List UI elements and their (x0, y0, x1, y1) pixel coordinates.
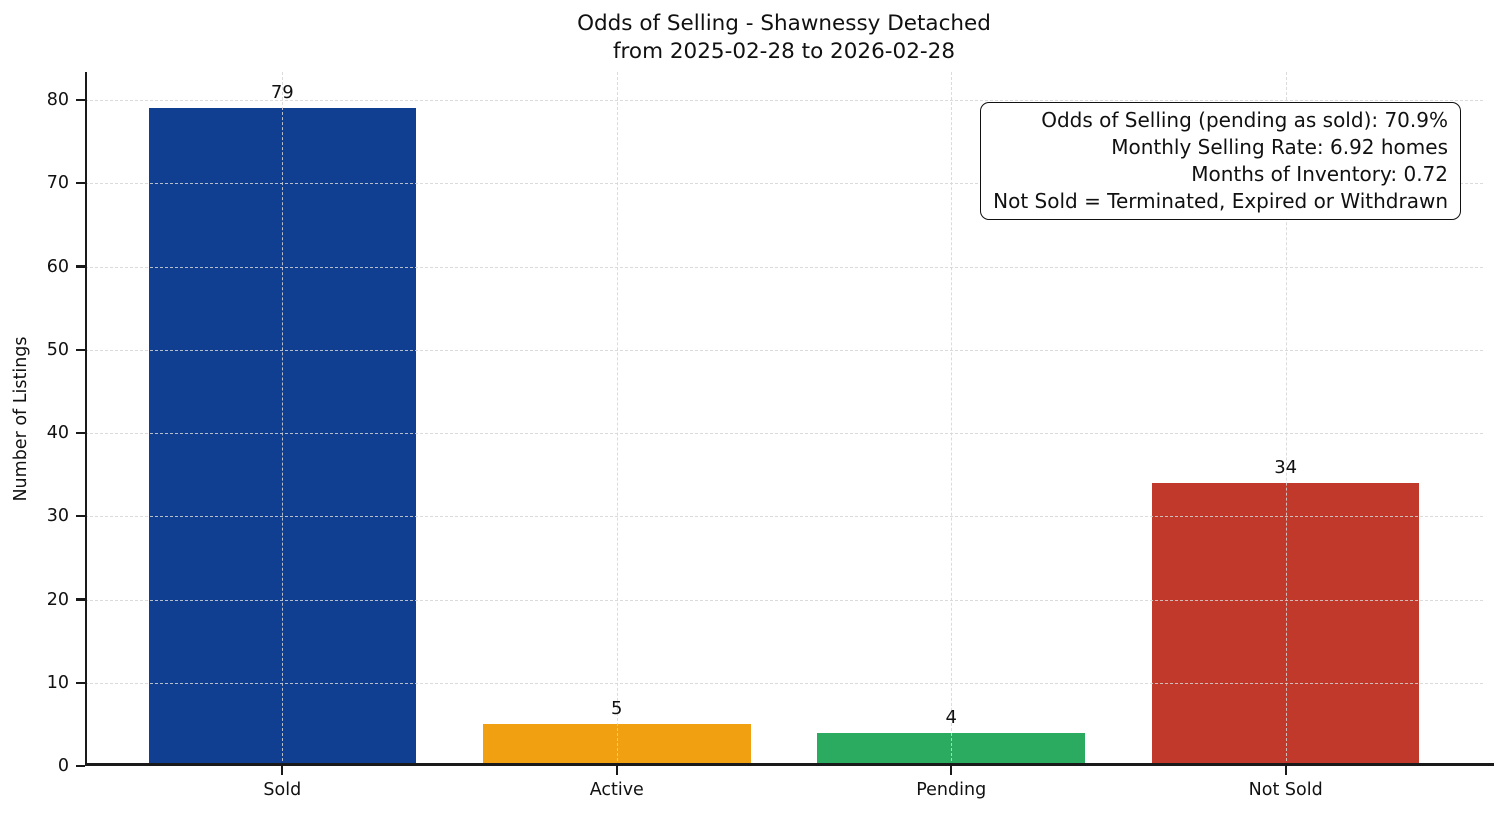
y-tick-label: 40 (46, 423, 69, 443)
y-gridline (85, 183, 1483, 185)
y-tick-mark (76, 598, 85, 601)
annotation-box: Odds of Selling (pending as sold): 70.9%… (980, 102, 1461, 220)
y-tick-label: 70 (46, 173, 69, 194)
annotation-line-odds: Odds of Selling (pending as sold): 70.9% (1041, 108, 1448, 132)
chart-title-line-2: from 2025-02-28 to 2026-02-28 (612, 39, 956, 64)
x-tick-mark (1284, 766, 1287, 775)
y-gridline (85, 266, 1483, 268)
bar-value-label-sold: 79 (270, 82, 294, 104)
y-tick-label: 80 (46, 90, 69, 110)
chart-title: Odds of Selling - Shawnessy Detached fro… (85, 10, 1483, 66)
annotation-line-not-sold-note: Not Sold = Terminated, Expired or Withdr… (993, 189, 1448, 213)
bar-not-sold (1151, 482, 1420, 766)
chart-title-line-1: Odds of Selling - Shawnessy Detached (577, 11, 991, 36)
y-gridline (85, 349, 1483, 351)
y-tick-label: 0 (57, 756, 69, 776)
x-gridline (616, 72, 618, 766)
bar-active (482, 724, 751, 766)
bar-value-label-active: 5 (611, 698, 623, 720)
x-tick-mark (615, 766, 618, 775)
x-tick-mark (950, 766, 953, 775)
y-tick-mark (76, 681, 85, 684)
x-gridline (1285, 72, 1287, 766)
annotation-line-inventory: Months of Inventory: 0.72 (1191, 162, 1448, 186)
y-tick-mark (76, 182, 85, 185)
y-gridline (85, 516, 1483, 518)
y-tick-mark (76, 515, 85, 518)
bar-value-label-not-sold: 34 (1274, 456, 1298, 478)
bar-value-label-pending: 4 (945, 706, 957, 728)
y-tick-mark (76, 764, 85, 768)
y-tick-label: 10 (46, 672, 69, 693)
x-axis-spine (85, 763, 1494, 766)
y-tick-mark (76, 348, 85, 351)
x-tick-label-active: Active (589, 780, 644, 800)
y-gridline (85, 599, 1483, 601)
y-tick-label: 30 (46, 506, 69, 527)
x-tick-label-pending: Pending (916, 780, 987, 800)
bar-sold (148, 108, 417, 766)
y-tick-mark (76, 98, 85, 102)
y-tick-mark (76, 431, 85, 435)
annotation-line-selling-rate: Monthly Selling Rate: 6.92 homes (1111, 135, 1448, 159)
y-tick-label: 20 (46, 589, 69, 610)
x-tick-label-not-sold: Not Sold (1248, 780, 1323, 800)
y-axis-spine (85, 72, 88, 766)
x-gridline (282, 72, 284, 766)
y-tick-label: 50 (46, 339, 69, 360)
x-tick-label-sold: Sold (263, 780, 302, 800)
x-tick-mark (281, 766, 284, 775)
y-gridline (85, 682, 1483, 684)
plot-area: 0 10 20 30 40 50 60 70 80 79 Sold 5 Active 4 Pending 34… (47, 72, 1494, 800)
y-gridline (85, 100, 1483, 101)
y-axis-label: Number of Listings (11, 336, 31, 502)
y-tick-mark (76, 265, 85, 268)
bar-pending (817, 732, 1085, 766)
y-gridline (85, 433, 1483, 434)
y-tick-label: 60 (46, 256, 69, 277)
x-gridline (951, 72, 953, 766)
